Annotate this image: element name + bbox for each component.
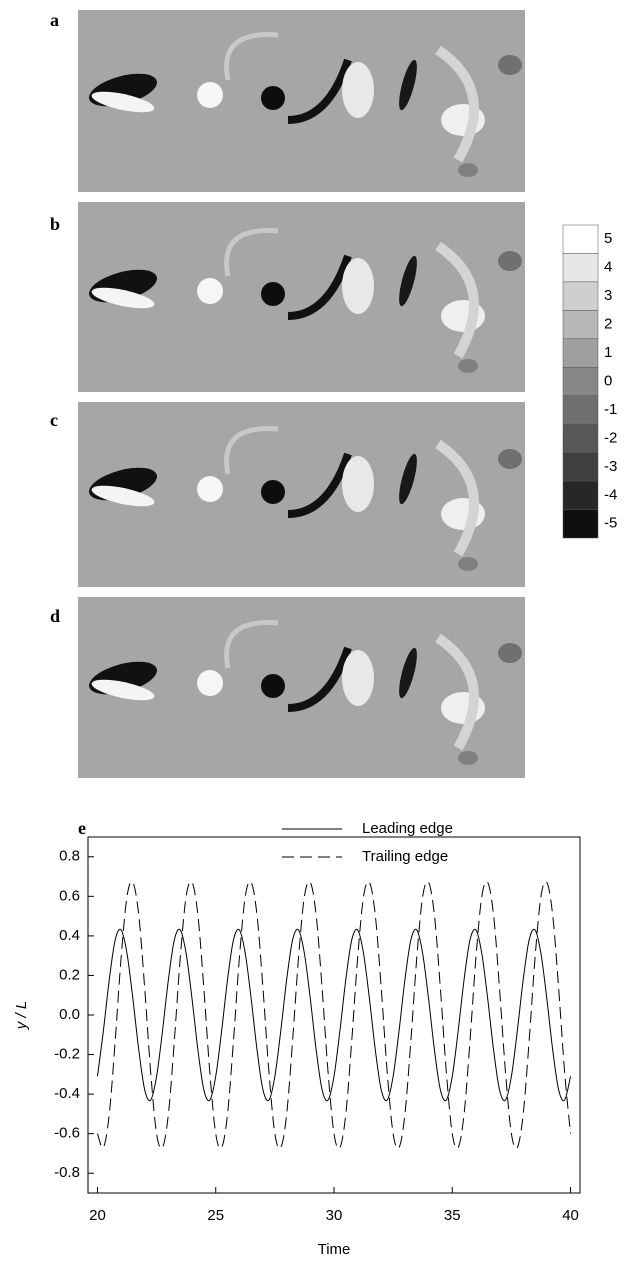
series-line: [96, 928, 572, 1102]
y-tick-label: 0.6: [59, 887, 80, 904]
colorbar-label: 4: [604, 259, 612, 276]
colorbar-label: -2: [604, 429, 617, 446]
colorbar-label: 0: [604, 372, 612, 389]
colorbar-cell: [562, 367, 599, 396]
panel-label: a: [50, 10, 59, 30]
plot-frame: [87, 836, 581, 1194]
panel-label: b: [50, 214, 60, 234]
legend-label: Trailing edge: [362, 848, 448, 865]
colorbar-cell: [562, 395, 599, 425]
panel-b: [78, 202, 525, 392]
y-tick-label: -0.4: [54, 1085, 80, 1102]
colorbar-label: 3: [604, 287, 612, 304]
colorbar-cell: [562, 310, 599, 340]
x-axis-title: Time: [318, 1241, 351, 1258]
colorbar-label: -4: [604, 486, 617, 503]
x-tick-label: 25: [207, 1207, 224, 1224]
x-tick-label: 30: [326, 1207, 343, 1224]
x-tick-label: 35: [444, 1207, 461, 1224]
x-tick-label: 40: [562, 1207, 579, 1224]
series-line: [96, 881, 572, 1150]
y-tick-label: -0.8: [54, 1164, 80, 1181]
colorbar-cell: [562, 509, 599, 539]
colorbar-cell: [562, 452, 599, 482]
y-tick-label: -0.6: [54, 1125, 80, 1142]
y-tick-label: 0.4: [59, 927, 80, 944]
y-tick-label: -0.2: [54, 1046, 80, 1063]
colorbar-label: -3: [604, 458, 617, 475]
colorbar-cell: [562, 281, 599, 311]
colorbar-cell: [562, 224, 599, 254]
panel-label: d: [50, 606, 60, 626]
y-axis-title: y / L: [13, 1001, 30, 1030]
colorbar-cell: [562, 338, 599, 368]
colorbar-label: 2: [604, 316, 612, 333]
vorticity-panels: a b c d e: [50, 10, 525, 838]
colorbar-cell: [562, 253, 599, 283]
panel-d: [78, 597, 525, 778]
colorbar-label: -5: [604, 515, 617, 532]
y-tick-label: 0.2: [59, 966, 80, 983]
colorbar-cell: [562, 480, 599, 510]
legend-label: Leading edge: [362, 820, 453, 837]
colorbar-label: 1: [604, 344, 612, 361]
panel-c: [78, 402, 525, 587]
colorbar-cell: [562, 423, 599, 453]
colorbar: 5 4 3 2 1 0 -1 -2 -3 -4 -5: [562, 224, 617, 539]
line-chart: 0.8 0.6 0.4 0.2 0.0 -0.2 -0.4 -0.6 -0.8 20 25 30 35 4…: [13, 820, 581, 1258]
colorbar-label: 5: [604, 230, 612, 247]
y-tick-label: 0.0: [59, 1006, 80, 1023]
x-tick-label: 20: [89, 1207, 106, 1224]
y-tick-label: 0.8: [59, 848, 80, 865]
colorbar-label: -1: [604, 401, 617, 418]
panel-a: [78, 10, 525, 192]
panel-label: c: [50, 410, 58, 430]
panel-label: e: [78, 818, 86, 838]
